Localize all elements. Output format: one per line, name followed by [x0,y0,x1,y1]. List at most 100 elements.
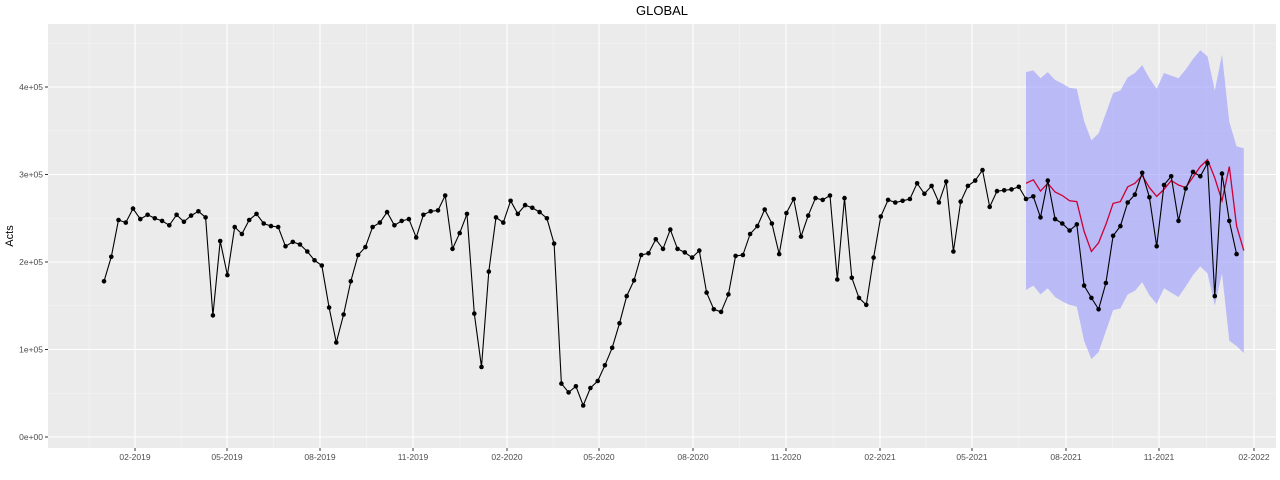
actual-point [588,385,593,391]
actual-point [653,237,659,242]
actual-point [283,244,288,249]
actual-point [856,295,862,301]
actual-point [435,208,441,213]
actual-point [1219,171,1225,176]
actual-point [1125,200,1130,205]
x-tick-label: 08-2020 [677,452,708,462]
actual-point [733,253,738,259]
actual-point [1190,169,1196,175]
y-tick-label: 1e+05 [19,345,43,355]
actual-point [631,278,637,283]
x-tick-label: 02-2021 [864,452,895,462]
actual-point [1147,195,1152,200]
actual-point [109,254,114,260]
actual-point [1081,283,1087,288]
actual-point [326,305,332,310]
actual-point [275,224,281,230]
actual-point [769,221,775,226]
x-tick-label: 05-2020 [583,452,614,462]
actual-point [726,292,731,297]
actual-point [1060,221,1065,226]
actual-point [138,216,143,222]
actual-points [101,160,1239,408]
actual-point [835,277,840,282]
actual-point [849,275,855,281]
actual-point [348,279,354,284]
actual-point [1198,174,1203,179]
actual-point [464,211,470,217]
prediction-band [1026,50,1244,360]
actual-point [341,312,346,317]
actual-point [551,241,557,246]
actual-point [290,239,296,245]
actual-point [261,221,267,226]
x-tick-label: 05-2021 [956,452,987,462]
actual-point [457,230,463,236]
actual-point [813,195,818,201]
actual-point [864,302,869,308]
actual-point [1009,187,1014,192]
actual-point [943,179,949,184]
actual-point [602,363,608,368]
actual-point [958,199,963,204]
actual-point [1001,188,1007,193]
y-tick-label: 2e+05 [19,257,43,267]
actual-point [203,215,208,220]
actual-point [900,198,905,204]
actual-point [791,196,796,202]
actual-point [1176,218,1181,224]
actual-point [399,218,405,224]
actual-point [1067,228,1072,233]
y-tick-label: 0e+00 [19,432,43,442]
actual-point [442,193,448,198]
x-axis: 02-2019 05-2019 08-2019 11-2019 02-2020 05-20… [119,448,1270,462]
actual-point [885,197,891,203]
x-tick-label: 11-2019 [398,452,429,462]
actual-point [755,223,760,229]
actual-point [871,255,876,260]
actual-point [1212,293,1218,299]
actual-point [1074,222,1080,227]
actual-point [842,195,847,201]
actual-point [1089,295,1094,301]
actual-point [1161,182,1167,188]
fitted-line-group [1025,158,1245,253]
y-axis: 0e+00 1e+05 2e+05 3e+05 4e+05 [19,82,48,442]
actual-point [697,248,702,253]
actual-point [704,290,709,295]
actual-point [101,279,107,284]
actual-point [319,263,325,268]
actual-point [501,220,506,225]
actual-point [196,209,201,214]
actual-point [392,223,397,228]
prediction-interval-area [1026,50,1244,360]
y-tick-label: 3e+05 [19,170,43,180]
actual-point [334,340,339,345]
x-tick-label: 02-2020 [491,452,522,462]
actual-point [355,252,361,258]
actual-point [878,214,884,219]
x-tick-label: 02-2019 [119,452,150,462]
actual-point [566,390,571,395]
actual-point [312,258,317,263]
actual-point [972,178,978,183]
actual-point [232,224,237,230]
actual-point [486,269,492,274]
actual-point [377,220,383,225]
actual-point [1045,178,1051,183]
actual-point [123,220,129,225]
actual-point [305,249,310,254]
actual-point [450,246,455,252]
actual-point [1023,196,1029,202]
actual-point [428,209,434,214]
actual-point [559,381,564,386]
actual-point [573,384,579,389]
actual-point [1110,233,1116,239]
actual-point [1052,216,1058,222]
actual-point [936,200,942,205]
actual-point [1132,192,1138,197]
actual-point [246,217,252,223]
actual-point [617,321,622,326]
actual-point [747,231,753,237]
actual-point [145,212,150,218]
